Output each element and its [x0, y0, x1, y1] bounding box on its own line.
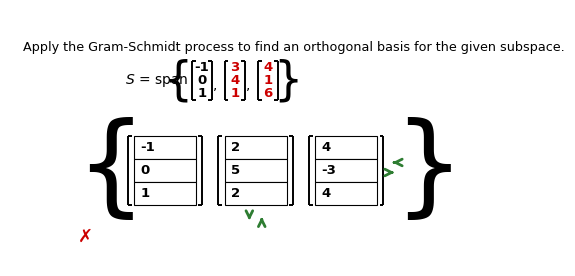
Text: 4: 4 — [321, 140, 331, 153]
Text: {: { — [75, 117, 146, 224]
Text: 1: 1 — [140, 187, 149, 200]
Text: 4: 4 — [230, 74, 239, 87]
Bar — [225, 136, 286, 159]
Text: {: { — [163, 58, 193, 103]
Bar — [225, 159, 286, 182]
Text: ,: , — [246, 78, 250, 92]
Text: 1: 1 — [198, 87, 206, 100]
Text: ,: , — [213, 78, 217, 92]
Text: 1: 1 — [230, 87, 239, 100]
Text: }: } — [393, 117, 464, 224]
Bar — [134, 136, 196, 159]
Bar — [315, 159, 377, 182]
Text: 5: 5 — [231, 164, 240, 177]
Text: 0: 0 — [140, 164, 150, 177]
Bar — [134, 182, 196, 205]
Text: -1: -1 — [195, 61, 209, 74]
Bar — [134, 159, 196, 182]
Text: -1: -1 — [140, 140, 155, 153]
Bar — [225, 182, 286, 205]
Text: Apply the Gram-Schmidt process to find an orthogonal basis for the given subspac: Apply the Gram-Schmidt process to find a… — [24, 41, 565, 54]
Text: $S$ = span: $S$ = span — [125, 72, 188, 89]
Text: }: } — [274, 58, 302, 103]
Text: 2: 2 — [231, 187, 240, 200]
Bar — [315, 182, 377, 205]
Text: 6: 6 — [263, 87, 273, 100]
Text: 1: 1 — [263, 74, 273, 87]
Text: 4: 4 — [263, 61, 273, 74]
Text: 3: 3 — [230, 61, 239, 74]
Text: 0: 0 — [197, 74, 206, 87]
Text: ✗: ✗ — [78, 228, 93, 246]
Text: -3: -3 — [321, 164, 336, 177]
Text: 4: 4 — [321, 187, 331, 200]
Text: 2: 2 — [231, 140, 240, 153]
Bar — [315, 136, 377, 159]
